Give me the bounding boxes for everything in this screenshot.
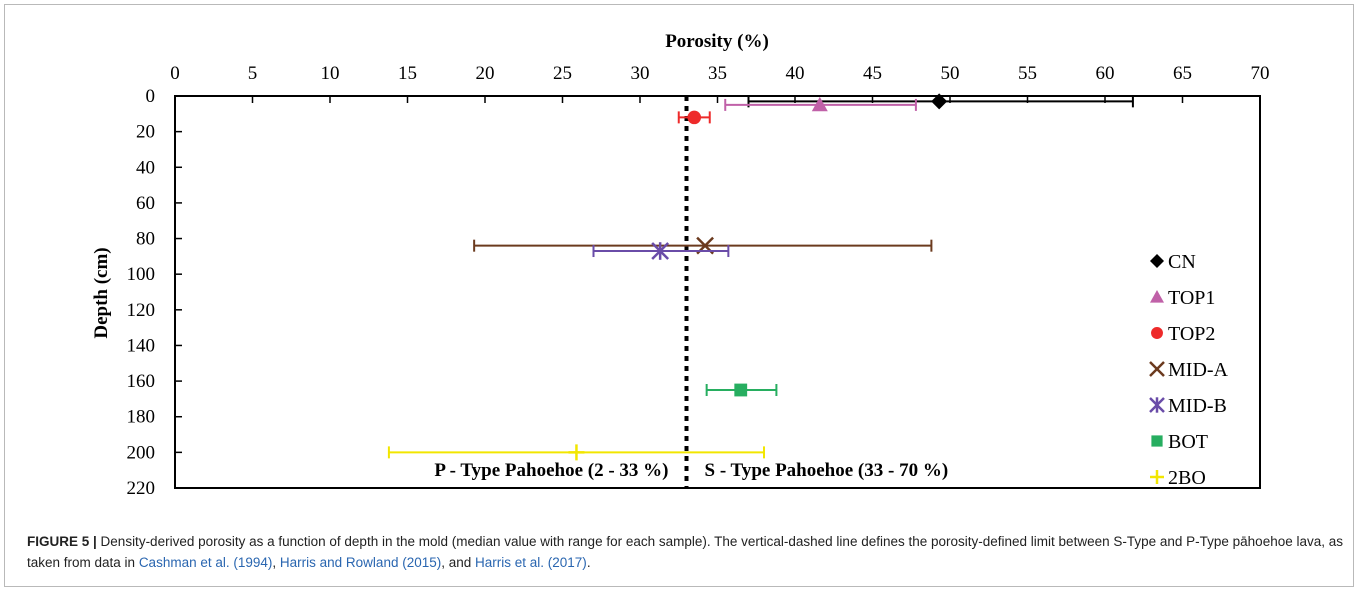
- legend-item-top2: TOP2: [1151, 323, 1215, 345]
- legend-item-2bo: 2BO: [1150, 467, 1206, 489]
- legend-label: BOT: [1168, 431, 1208, 453]
- legend: CN TOP1 TOP2 MID-A MID-B BOT 2BO: [1149, 251, 1229, 489]
- legend-label: TOP1: [1168, 287, 1215, 309]
- y-ticks: 0 20 40 60 80 100 120 140 160 180 200 220: [127, 86, 182, 499]
- x-tick-label: 35: [708, 63, 727, 84]
- x-tick-label: 60: [1096, 63, 1115, 84]
- plot-area: [174, 95, 1261, 489]
- legend-item-cn: CN: [1150, 251, 1196, 273]
- series-layer: [387, 93, 1134, 461]
- data-point: [651, 242, 670, 260]
- data-point: [687, 110, 702, 125]
- data-point: [811, 96, 828, 112]
- legend-label: MID-A: [1168, 359, 1229, 381]
- x-tick-label: 15: [398, 63, 417, 84]
- x-tick-label: 55: [1018, 63, 1037, 84]
- legend-label: 2BO: [1168, 467, 1206, 489]
- x-tick-label: 70: [1251, 63, 1270, 84]
- figure-caption: FIGURE 5 | Density-derived porosity as a…: [27, 531, 1347, 573]
- marker-stroke: [1149, 361, 1165, 377]
- x-tick-label: 5: [248, 63, 258, 84]
- x-ticks: 0 5 10 15 20 25 30 35 40 45 50 55 60 65 70: [170, 63, 1270, 103]
- legend-label: CN: [1168, 251, 1196, 273]
- y-tick-label: 100: [127, 264, 156, 285]
- legend-marker: [1149, 361, 1165, 377]
- y-tick-label: 20: [136, 122, 155, 143]
- x-tick-label: 65: [1173, 63, 1192, 84]
- legend-marker: [1150, 254, 1164, 268]
- data-point: [734, 383, 748, 397]
- legend-marker: [1149, 397, 1165, 413]
- legend-marker: [1151, 435, 1163, 447]
- legend-marker: [1150, 470, 1164, 484]
- caption-ref-harris-rowland[interactable]: Harris and Rowland (2015): [279, 555, 442, 570]
- legend-item-mid-b: MID-B: [1149, 395, 1227, 417]
- x-tick-label: 30: [631, 63, 650, 84]
- y-tick-label: 180: [127, 407, 156, 428]
- x-tick-label: 0: [170, 63, 180, 84]
- y-axis-title: Depth (cm): [91, 247, 112, 338]
- caption-label: FIGURE 5 |: [27, 534, 97, 549]
- caption-text: Density-derived porosity as a function o…: [27, 534, 1343, 570]
- data-point: [931, 93, 948, 110]
- y-tick-label: 80: [136, 229, 155, 250]
- legend-label: TOP2: [1168, 323, 1215, 345]
- series-cn: [747, 93, 1134, 110]
- figure-frame: Porosity (%) Depth (cm) 0 5 10 15 20 25 30 35 40…: [4, 4, 1354, 587]
- x-tick-label: 50: [941, 63, 960, 84]
- legend-item-bot: BOT: [1151, 431, 1208, 453]
- x-tick-label: 20: [476, 63, 495, 84]
- x-tick-label: 10: [321, 63, 340, 84]
- y-tick-label: 160: [127, 371, 156, 392]
- x-axis-title: Porosity (%): [665, 31, 769, 52]
- y-tick-label: 220: [127, 478, 156, 499]
- x-tick-label: 45: [863, 63, 882, 84]
- legend-marker: [1151, 327, 1163, 339]
- series-top2: [677, 110, 711, 125]
- s-type-annotation: S - Type Pahoehoe (33 - 70 %): [705, 460, 949, 481]
- y-tick-label: 40: [136, 157, 155, 178]
- y-tick-label: 120: [127, 300, 156, 321]
- series-mid-b: [592, 242, 730, 260]
- y-tick-label: 140: [127, 335, 156, 356]
- data-point: [568, 444, 585, 461]
- chart: Porosity (%) Depth (cm) 0 5 10 15 20 25 30 35 40…: [91, 31, 1270, 499]
- caption-separator: ,: [272, 555, 280, 570]
- caption-separator: , and: [441, 555, 476, 570]
- y-tick-label: 60: [136, 193, 155, 214]
- legend-label: MID-B: [1168, 395, 1227, 417]
- legend-item-mid-a: MID-A: [1149, 359, 1229, 381]
- series-bot: [705, 383, 778, 397]
- legend-marker: [1150, 290, 1164, 303]
- series-top1: [724, 96, 917, 112]
- x-tick-label: 25: [553, 63, 572, 84]
- y-tick-label: 0: [146, 86, 156, 107]
- y-tick-label: 200: [127, 442, 156, 463]
- caption-ref-harris[interactable]: Harris et al. (2017): [475, 555, 587, 570]
- x-tick-label: 40: [786, 63, 805, 84]
- legend-item-top1: TOP1: [1150, 287, 1215, 309]
- caption-end: .: [586, 555, 591, 570]
- caption-ref-cashman[interactable]: Cashman et al. (1994): [138, 555, 273, 570]
- series-2bo: [387, 444, 765, 461]
- p-type-annotation: P - Type Pahoehoe (2 - 33 %): [434, 460, 668, 481]
